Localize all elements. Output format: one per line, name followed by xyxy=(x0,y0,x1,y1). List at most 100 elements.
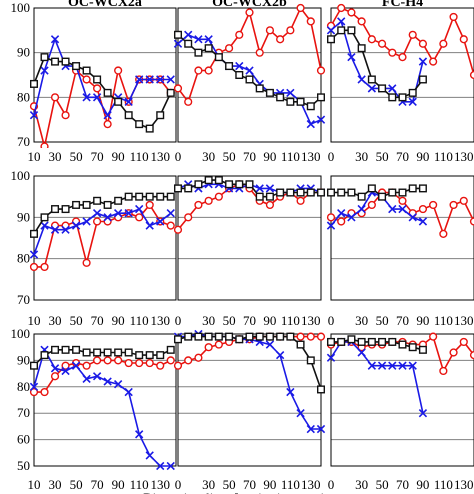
data-point-x xyxy=(184,30,193,39)
x-tick-label: 0 xyxy=(175,477,182,492)
y-tick-label: 70 xyxy=(17,134,30,149)
data-point-x xyxy=(408,97,417,106)
series-group xyxy=(173,329,326,434)
x-tick-label: 110 xyxy=(434,313,453,328)
data-point-circle xyxy=(439,366,448,376)
data-point-circle xyxy=(469,351,474,360)
x-tick-label: 70 xyxy=(396,477,409,492)
data-point-square xyxy=(235,70,244,79)
data-point-square xyxy=(418,345,427,354)
data-point-circle xyxy=(469,217,474,226)
data-point-square xyxy=(306,102,315,111)
data-point-circle xyxy=(103,120,112,129)
data-point-x xyxy=(408,213,417,222)
data-point-x xyxy=(113,209,123,218)
data-point-square xyxy=(93,348,102,357)
data-point-x xyxy=(145,451,154,460)
data-point-x xyxy=(204,35,213,44)
data-point-circle xyxy=(135,358,144,368)
data-point-x xyxy=(166,209,175,218)
x-tick-label: 50 xyxy=(376,477,389,492)
data-point-circle xyxy=(82,75,91,84)
data-point-square xyxy=(245,332,254,341)
data-point-circle xyxy=(265,200,275,210)
data-point-square xyxy=(225,332,234,341)
data-point-square xyxy=(418,75,427,84)
x-tick-label: 90 xyxy=(416,477,429,492)
data-point-square xyxy=(286,332,295,341)
data-point-square xyxy=(103,200,112,209)
data-point-x xyxy=(156,461,165,471)
data-point-x xyxy=(40,66,49,75)
data-point-circle xyxy=(204,66,213,75)
data-point-circle xyxy=(347,8,356,17)
x-tick-label: 10 xyxy=(28,313,41,328)
x-tick-label: 50 xyxy=(70,149,83,164)
x-tick-label: 70 xyxy=(396,313,409,328)
data-point-x xyxy=(103,111,112,120)
data-point-circle xyxy=(224,44,234,53)
data-point-square xyxy=(347,26,356,35)
data-point-square xyxy=(166,192,175,201)
data-point-circle xyxy=(173,225,183,234)
data-point-square xyxy=(327,188,336,197)
data-point-square xyxy=(93,75,102,84)
data-point-square xyxy=(51,205,60,214)
data-point-x xyxy=(388,361,397,370)
data-point-square xyxy=(40,53,49,62)
plot-frame xyxy=(330,175,474,301)
x-tick-label: 0 xyxy=(175,313,182,328)
data-point-square xyxy=(214,176,223,185)
data-point-square xyxy=(82,66,91,75)
data-point-x xyxy=(50,35,60,44)
data-point-square xyxy=(388,188,397,197)
data-point-x xyxy=(29,111,39,120)
data-point-x xyxy=(316,424,326,434)
data-point-circle xyxy=(316,66,326,75)
y-tick-label: 70 xyxy=(17,292,30,307)
x-tick-label: 70 xyxy=(243,313,256,328)
data-point-circle xyxy=(166,356,175,365)
data-point-x xyxy=(357,348,366,357)
data-point-circle xyxy=(194,353,203,362)
data-point-square xyxy=(103,348,112,357)
x-tick-label: 0 xyxy=(328,149,335,164)
x-tick-label: 90 xyxy=(416,149,429,164)
data-point-square xyxy=(184,332,193,341)
plot-frame xyxy=(33,175,177,301)
data-point-x xyxy=(357,204,366,214)
chart-panel: 0 30 50 70 90 110 130 xyxy=(326,332,474,492)
data-point-square xyxy=(40,351,49,360)
data-point-square xyxy=(367,337,376,346)
x-tick-label: 130 xyxy=(454,313,474,328)
data-point-circle xyxy=(103,356,112,365)
data-point-circle xyxy=(114,66,123,75)
data-point-x xyxy=(124,387,133,397)
data-point-square xyxy=(135,192,144,201)
data-point-x xyxy=(326,221,336,230)
x-tick-label: 90 xyxy=(263,149,276,164)
data-point-circle xyxy=(50,93,60,102)
x-tick-label: 110 xyxy=(281,477,300,492)
x-tick-label: 70 xyxy=(243,477,256,492)
x-tick-label: 30 xyxy=(49,313,62,328)
data-point-square xyxy=(214,332,223,341)
data-point-square xyxy=(61,57,70,66)
series-group xyxy=(326,184,474,238)
data-point-square xyxy=(166,345,175,354)
x-tick-label: 110 xyxy=(130,149,149,164)
data-point-square xyxy=(30,79,39,88)
x-tick-label: 50 xyxy=(376,313,389,328)
data-point-circle xyxy=(449,12,458,22)
data-point-square xyxy=(337,337,346,346)
x-tick-label: 70 xyxy=(91,149,104,164)
y-tick-label: 100 xyxy=(11,0,31,15)
x-tick-label: 0 xyxy=(175,149,182,164)
data-point-square xyxy=(30,361,39,370)
data-point-circle xyxy=(367,35,376,44)
data-point-x xyxy=(135,430,144,439)
data-point-x xyxy=(275,350,285,360)
data-point-x xyxy=(29,250,39,259)
data-point-circle xyxy=(337,217,346,226)
column-title: OC-WCX2a xyxy=(68,0,142,10)
